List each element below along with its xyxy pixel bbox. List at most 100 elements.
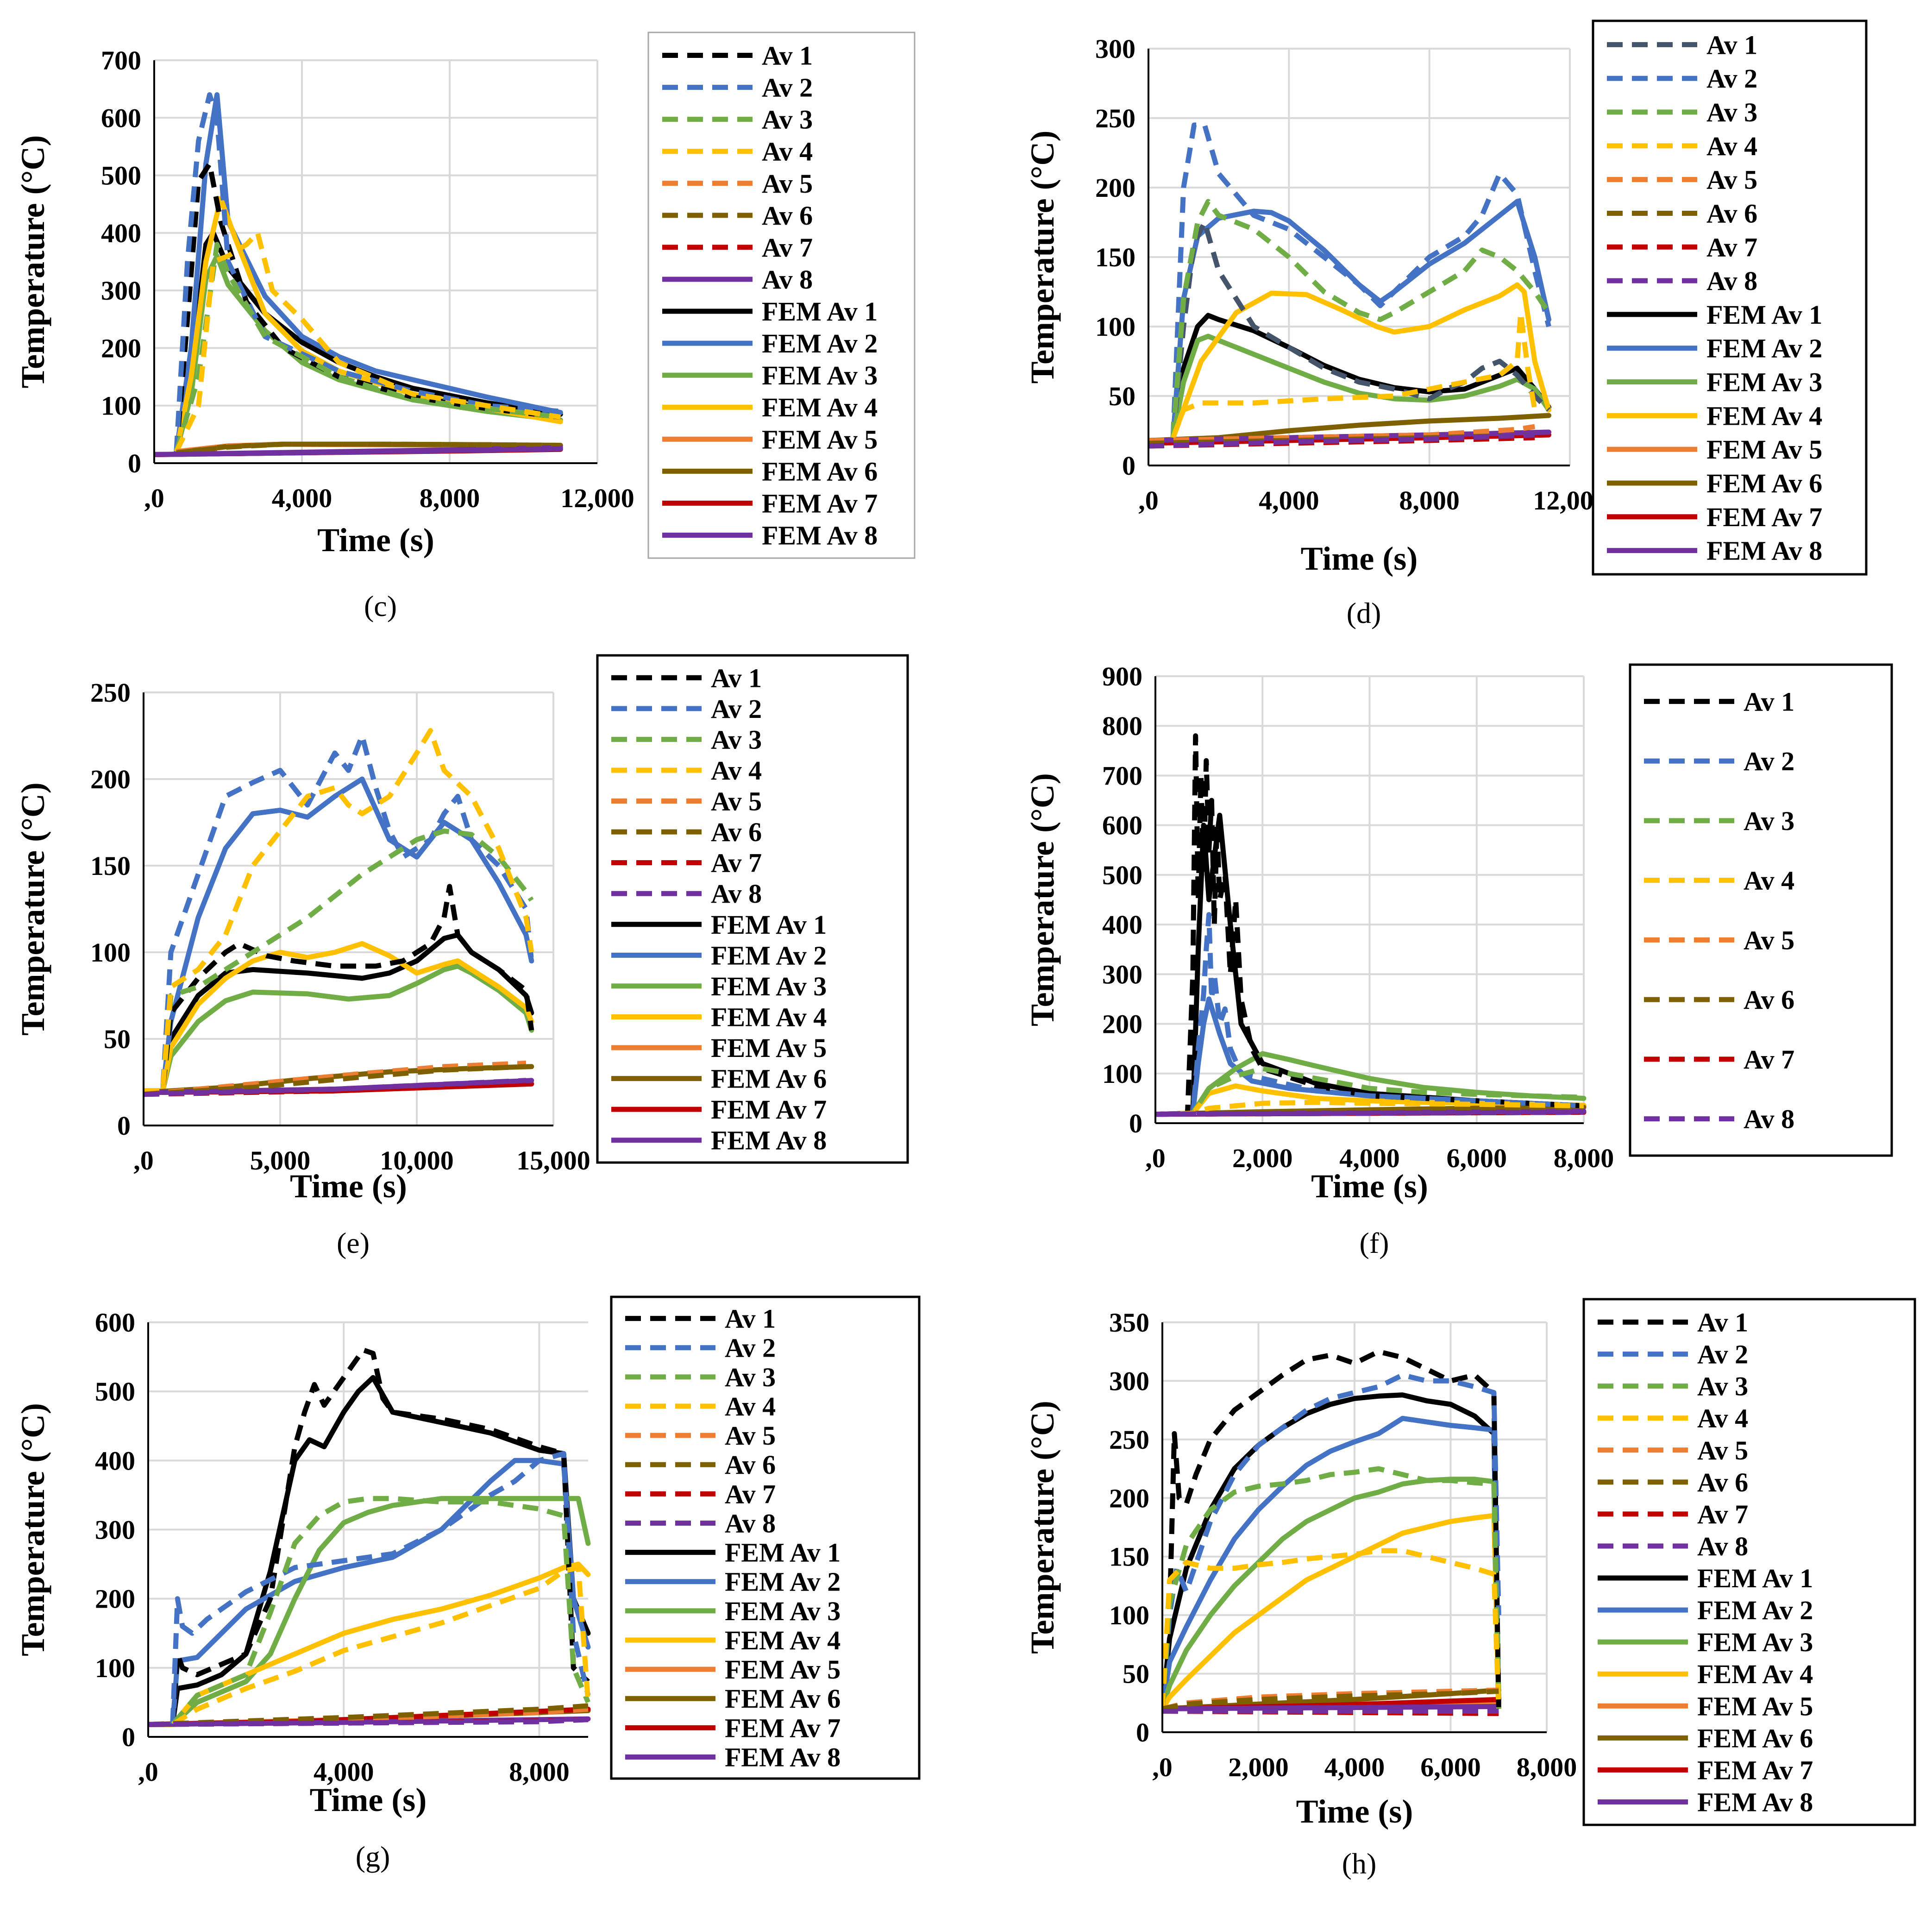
series-line-av-8 <box>148 1717 589 1727</box>
series-line-fem-av-4 <box>174 195 563 454</box>
legend-item-fem-av-6: FEM Av 6 <box>1598 1723 1813 1753</box>
y-tick-label: 250 <box>90 678 131 708</box>
legend-item-fem-av-6: FEM Av 6 <box>625 1684 841 1714</box>
series-line-av-2 <box>1162 1372 1501 1709</box>
legend-item-av-2: Av 2 <box>611 694 762 724</box>
legend-item-fem-av-4: FEM Av 4 <box>1598 1659 1813 1689</box>
legend-label: Av 6 <box>1706 198 1757 228</box>
x-tick-label: 8,000 <box>1517 1752 1577 1782</box>
legend-label: Av 2 <box>1706 63 1757 94</box>
legend-item-av-4: Av 4 <box>611 755 762 786</box>
legend-item-av-4: Av 4 <box>1644 866 1794 896</box>
legend-item-av-3: Av 3 <box>662 105 813 135</box>
legend-item-av-8: Av 8 <box>1607 266 1757 296</box>
legend-item-fem-av-7: FEM Av 7 <box>1607 502 1822 532</box>
legend-label: Av 7 <box>711 848 762 878</box>
series-line-av-6 <box>176 441 561 456</box>
legend-label: Av 6 <box>711 817 762 847</box>
legend-label: Av 7 <box>1697 1499 1748 1529</box>
x-tick-label: ,0 <box>1145 1143 1166 1173</box>
series-line-av-3 <box>174 242 561 453</box>
legend-label: Av 4 <box>1706 131 1757 161</box>
x-axis-title: Time (s) <box>1311 1168 1428 1205</box>
x-tick-label: ,0 <box>138 1757 158 1787</box>
legend-label: FEM Av 5 <box>1697 1691 1813 1721</box>
y-axis-title: Temperature (°C) <box>14 1403 51 1656</box>
y-tick-label: 100 <box>95 1653 135 1683</box>
legend-label: Av 1 <box>762 41 813 71</box>
legend-item-fem-av-7: FEM Av 7 <box>1598 1755 1813 1785</box>
y-tick-label: 100 <box>1102 1059 1142 1089</box>
y-tick-label: 300 <box>95 1515 135 1545</box>
y-axis-title: Temperature (°C) <box>1024 131 1061 384</box>
x-tick-label: ,0 <box>144 483 164 513</box>
legend-label: FEM Av 1 <box>1697 1563 1813 1593</box>
legend-item-av-7: Av 7 <box>625 1479 776 1509</box>
y-tick-label: 100 <box>90 937 131 968</box>
y-tick-label: 200 <box>1095 173 1135 203</box>
y-tick-label: 0 <box>1136 1717 1149 1748</box>
panel-label: (d) <box>1347 597 1381 629</box>
y-tick-label: 600 <box>1102 811 1142 841</box>
series-line-fem-av-3 <box>1170 333 1551 440</box>
y-axis-title: Temperature (°C) <box>14 135 51 389</box>
legend-item-av-6: Av 6 <box>1607 198 1757 228</box>
legend-item-fem-av-6: FEM Av 6 <box>662 456 878 486</box>
legend-label: Av 2 <box>1697 1339 1748 1370</box>
legend-item-av-5: Av 5 <box>1598 1435 1748 1465</box>
series-line-av-4 <box>1170 310 1537 439</box>
legend-label: Av 8 <box>1706 266 1757 296</box>
y-tick-label: 150 <box>1095 242 1135 272</box>
legend-item-av-1: Av 1 <box>1644 686 1794 717</box>
x-tick-label: 4,000 <box>1324 1752 1385 1782</box>
legend-label: Av 6 <box>1744 985 1794 1015</box>
series-line-fem-av-1 <box>174 230 563 454</box>
y-axis-title: Temperature (°C) <box>1024 1401 1061 1654</box>
series-line-av-1 <box>1162 1349 1501 1709</box>
y-tick-label: 50 <box>1109 381 1135 411</box>
x-tick-label: ,0 <box>1138 485 1159 516</box>
legend-item-av-1: Av 1 <box>625 1304 776 1334</box>
legend-item-fem-av-2: FEM Av 2 <box>625 1567 841 1597</box>
legend-item-av-4: Av 4 <box>625 1391 776 1421</box>
series-line-av-4 <box>1155 1100 1584 1117</box>
legend-item-av-5: Av 5 <box>662 169 813 199</box>
y-axis-title: Temperature (°C) <box>14 782 51 1036</box>
x-tick-label: ,0 <box>1152 1752 1173 1782</box>
legend-label: Av 8 <box>711 879 762 909</box>
legend-label: FEM Av 3 <box>725 1596 841 1626</box>
y-tick-label: 600 <box>95 1308 135 1338</box>
legend-label: FEM Av 6 <box>1706 468 1822 498</box>
legend-label: Av 5 <box>1706 165 1757 195</box>
legend-label: FEM Av 8 <box>1706 536 1822 566</box>
y-tick-label: 200 <box>101 333 141 363</box>
legend-label: Av 8 <box>1697 1531 1748 1561</box>
legend-item-fem-av-1: FEM Av 1 <box>662 296 878 327</box>
legend-item-av-7: Av 7 <box>1644 1044 1794 1075</box>
legend-label: Av 2 <box>711 694 762 724</box>
legend-label: FEM Av 1 <box>762 296 878 327</box>
x-tick-label: 6,000 <box>1447 1143 1507 1173</box>
legend-item-av-6: Av 6 <box>625 1450 776 1480</box>
chart-panel-g: ,0 4,000 8,000 0 100 200 300 400 500 600 Time (s) T… <box>14 1295 921 1873</box>
legend-label: Av 3 <box>725 1362 776 1392</box>
legend-label: FEM Av 5 <box>711 1033 827 1063</box>
legend-label: Av 3 <box>762 105 813 135</box>
x-tick-label: 4,000 <box>1259 485 1319 516</box>
chart-panel-d: ,0 4,000 8,000 12,000050100150200250300Time… <box>1024 19 1868 629</box>
panel-label: (g) <box>356 1840 390 1873</box>
legend-item-av-3: Av 3 <box>1607 97 1757 127</box>
legend-label: Av 4 <box>1744 866 1794 896</box>
series-line-av-6 <box>148 1703 589 1727</box>
series-line-av-3 <box>144 828 534 1094</box>
series-group <box>148 1347 591 1727</box>
series-line-fem-av-2 <box>144 776 534 1094</box>
legend-item-fem-av-2: FEM Av 2 <box>1598 1595 1813 1625</box>
x-tick-label: 4,000 <box>1339 1143 1400 1173</box>
legend-label: FEM Av 1 <box>1706 300 1822 330</box>
series-line-fem-av-8 <box>148 1716 591 1727</box>
legend-item-fem-av-3: FEM Av 3 <box>1598 1627 1813 1657</box>
legend-label: FEM Av 1 <box>711 910 827 940</box>
legend-box <box>1629 663 1893 1157</box>
